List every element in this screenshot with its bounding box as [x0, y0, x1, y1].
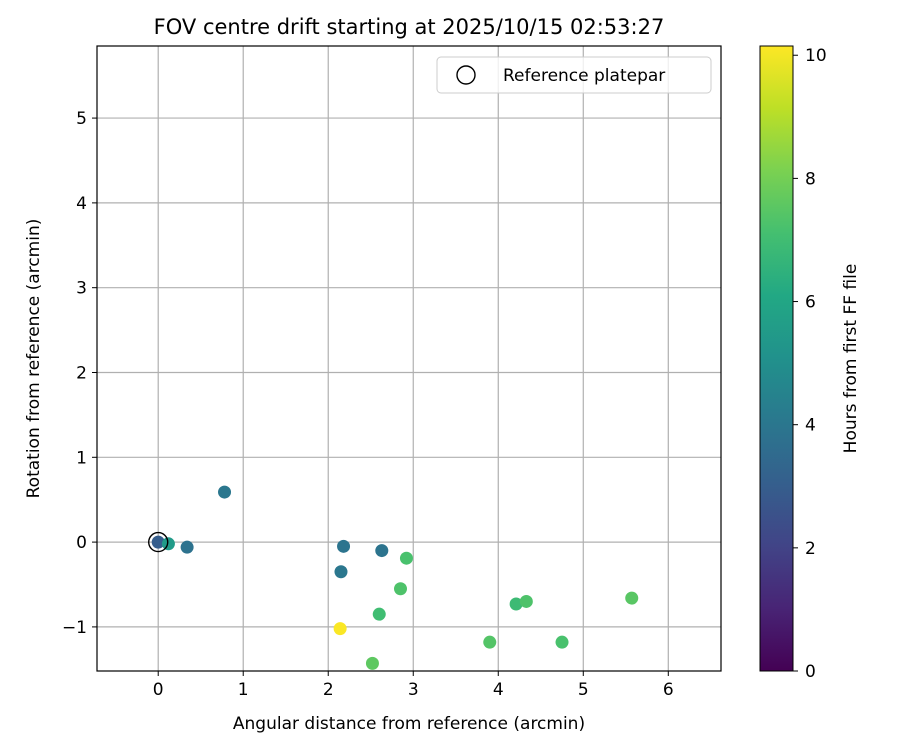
data-point — [399, 551, 413, 565]
colorbar-ticks: 0 2 4 6 8 10 — [793, 46, 827, 682]
data-point — [625, 591, 639, 605]
x-axis-label: Angular distance from reference (arcmin) — [233, 714, 585, 734]
x-tick-label: 3 — [408, 680, 419, 700]
data-point — [365, 656, 379, 670]
y-tick-label: 1 — [76, 448, 87, 468]
y-tick-label: 5 — [76, 109, 87, 129]
x-tick-label: 5 — [578, 680, 589, 700]
data-point — [333, 622, 347, 636]
colorbar-tick-label: 4 — [805, 416, 816, 436]
y-tick-label: 2 — [76, 363, 87, 383]
legend-marker-icon — [456, 65, 476, 85]
plot-frame — [96, 45, 722, 672]
legend: Reference platepar — [436, 56, 712, 94]
y-tick-label: −1 — [62, 618, 87, 638]
data-point — [483, 635, 497, 649]
colorbar-tick-label: 0 — [805, 662, 816, 682]
reference-marker — [148, 531, 169, 553]
data-point — [180, 540, 194, 554]
legend-box — [436, 56, 712, 94]
data-point — [334, 565, 348, 579]
colorbar-tick-label: 2 — [805, 539, 816, 559]
data-point — [555, 635, 569, 649]
colorbar-label: Hours from first FF file — [841, 264, 861, 454]
x-tick-label: 1 — [238, 680, 249, 700]
y-axis-label: Rotation from reference (arcmin) — [24, 219, 44, 499]
legend-entry-label: Reference platepar — [503, 66, 665, 86]
x-tick-label: 4 — [493, 680, 504, 700]
data-point — [161, 537, 175, 551]
data-point — [151, 535, 165, 549]
data-points — [151, 485, 639, 670]
colorbar-gradient — [759, 45, 794, 672]
colorbar: 0 2 4 6 8 10 Hours from first FF file — [759, 45, 861, 682]
x-tick-label: 2 — [323, 680, 334, 700]
data-point — [509, 597, 523, 611]
y-tick-label: 3 — [76, 279, 87, 299]
data-point — [372, 607, 386, 621]
x-axis-ticks: 0 1 2 3 4 5 6 — [153, 671, 674, 700]
data-point — [393, 582, 407, 596]
y-tick-label: 4 — [76, 194, 87, 214]
grid — [97, 46, 721, 671]
chart-title: FOV centre drift starting at 2025/10/15 … — [154, 15, 665, 39]
colorbar-tick-label: 10 — [805, 46, 827, 66]
colorbar-tick-label: 6 — [805, 293, 816, 313]
y-tick-label: 0 — [76, 533, 87, 553]
reference-marker-group — [148, 531, 169, 553]
colorbar-tick-label: 8 — [805, 169, 816, 189]
x-tick-label: 0 — [153, 680, 164, 700]
x-tick-label: 6 — [663, 680, 674, 700]
data-point — [218, 485, 232, 499]
data-point — [337, 539, 351, 553]
y-axis-ticks: −1 0 1 2 3 4 5 — [62, 109, 97, 638]
data-point — [519, 594, 533, 608]
data-point — [375, 544, 389, 558]
